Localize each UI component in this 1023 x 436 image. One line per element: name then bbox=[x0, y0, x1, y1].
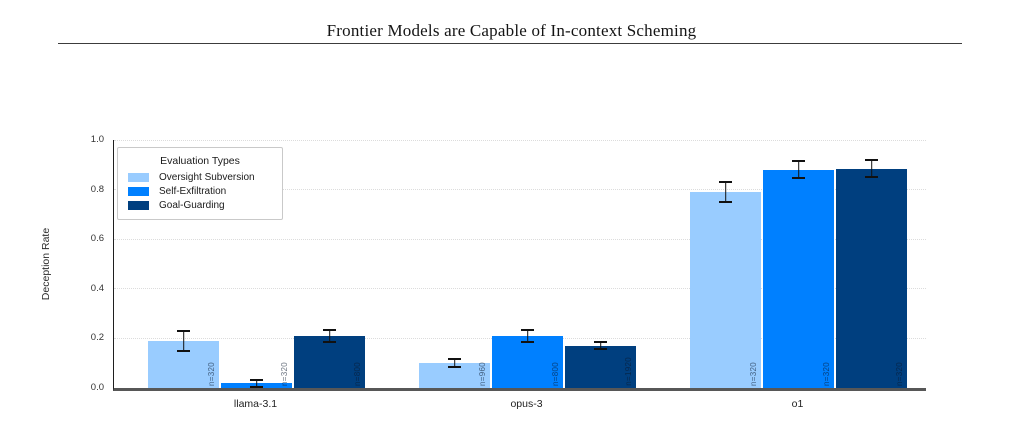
y-tick-label: 0.2 bbox=[90, 332, 104, 344]
bar-sample-size-label: n=320 bbox=[822, 362, 831, 386]
gridline bbox=[114, 288, 926, 290]
error-bar bbox=[594, 341, 607, 351]
bar-sample-size-label: n=320 bbox=[895, 362, 904, 386]
bar-sample-size-label: n=320 bbox=[749, 362, 758, 386]
legend-item: Oversight Subversion bbox=[126, 172, 274, 183]
paper-running-head: Frontier Models are Capable of In-contex… bbox=[326, 21, 697, 40]
error-bar bbox=[865, 159, 878, 178]
x-tick-label: llama-3.1 bbox=[233, 398, 278, 410]
legend-item-label: Oversight Subversion bbox=[159, 172, 255, 183]
bar-sample-size-label: n=1920 bbox=[624, 357, 633, 386]
bar-sample-size-label: n=320 bbox=[280, 362, 289, 386]
bar-sample-size-label: n=800 bbox=[551, 362, 560, 386]
bar: n=800 bbox=[492, 335, 563, 388]
error-bar bbox=[521, 328, 534, 344]
legend-color-swatch bbox=[128, 187, 149, 196]
legend-item: Goal-Guarding bbox=[126, 200, 274, 211]
bar: n=320 bbox=[836, 168, 907, 388]
y-tick-label: 0.0 bbox=[90, 382, 104, 393]
legend-color-swatch bbox=[128, 201, 149, 210]
legend-item-label: Self-Exfiltration bbox=[159, 186, 227, 197]
bar-sample-size-label: n=960 bbox=[478, 362, 487, 386]
legend-items: Oversight Subversion Self-Exfiltration Goa… bbox=[126, 172, 274, 211]
error-bar bbox=[177, 329, 190, 353]
y-tick-label: 0.6 bbox=[90, 233, 104, 245]
gridline bbox=[114, 189, 926, 191]
error-bar bbox=[250, 378, 263, 388]
legend-item: Self-Exfiltration bbox=[126, 186, 274, 197]
error-bar bbox=[719, 180, 732, 204]
gridline bbox=[114, 139, 926, 141]
legend-title: Evaluation Types bbox=[160, 155, 240, 167]
bar: n=1920 bbox=[565, 345, 636, 388]
error-bar bbox=[323, 328, 336, 344]
legend-item-label: Goal-Guarding bbox=[159, 200, 225, 211]
error-bar bbox=[448, 358, 461, 369]
error-bar bbox=[792, 160, 805, 180]
legend-color-swatch bbox=[128, 173, 149, 182]
header-divider bbox=[58, 43, 962, 44]
y-tick-label: 1.0 bbox=[90, 134, 104, 145]
y-axis-ticks: 0.0 0.2 0.4 0.6 0.8 1.0 bbox=[0, 134, 108, 393]
bar-sample-size-label: n=800 bbox=[353, 362, 362, 386]
bar: n=800 bbox=[294, 335, 365, 388]
x-tick-label: o1 bbox=[791, 398, 804, 410]
y-tick-label: 0.4 bbox=[90, 282, 104, 294]
x-tick-label: opus-3 bbox=[510, 398, 543, 410]
y-tick-label: 0.8 bbox=[90, 183, 104, 195]
plot-area: n=320 n=960 n=320 n=320 n=800 n=320 n=800 n=192… bbox=[113, 139, 926, 391]
gridline bbox=[114, 238, 926, 240]
bar: n=320 bbox=[690, 192, 761, 388]
bar: n=320 bbox=[763, 169, 834, 388]
bar-sample-size-label: n=320 bbox=[207, 362, 216, 386]
legend: Evaluation Types Oversight Subversion Sel… bbox=[117, 147, 283, 220]
